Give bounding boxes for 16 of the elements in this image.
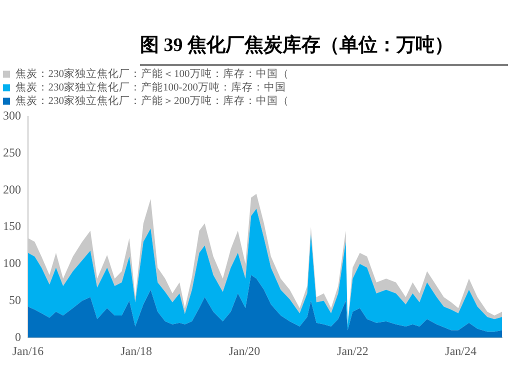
y-tick-label: 100 — [3, 256, 21, 270]
x-tick-label: Jan/22 — [337, 344, 368, 358]
legend-label: 焦炭：230家独立焦化厂：产能＞200万吨：库存：中国（ — [15, 94, 289, 107]
y-tick-label: 250 — [3, 146, 21, 160]
y-tick-label: 150 — [3, 219, 21, 234]
x-tick-label: Jan/24 — [445, 344, 476, 358]
y-tick-label: 200 — [3, 182, 21, 196]
legend-label: 焦炭：230家独立焦化厂：产能＜100万吨：库存：中国（ — [15, 67, 289, 80]
chart-title: 图 39 焦化厂焦炭库存（单位：万吨） — [140, 0, 508, 66]
legend-label: 焦炭：230家独立焦化厂：产能100-200万吨：库存：中国 — [15, 80, 286, 94]
x-tick-label: Jan/20 — [228, 344, 260, 358]
x-tick-label: Jan/18 — [120, 344, 152, 358]
x-tick-label: Jan/16 — [12, 344, 44, 358]
y-tick-label: 0 — [15, 330, 21, 344]
y-tick-label: 300 — [3, 108, 21, 123]
y-tick-label: 50 — [9, 292, 21, 307]
